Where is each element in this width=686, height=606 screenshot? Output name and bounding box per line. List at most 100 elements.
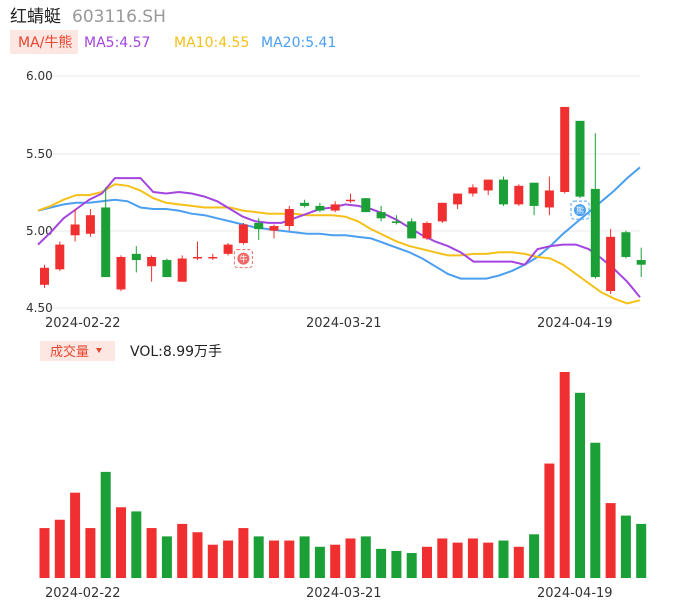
candle bbox=[193, 241, 202, 261]
candle bbox=[636, 247, 646, 278]
price-grid bbox=[38, 75, 640, 309]
bear-icon: 熊 bbox=[570, 200, 590, 220]
candle bbox=[361, 198, 371, 213]
x-tick-label: 2024-04-19 bbox=[537, 586, 613, 601]
volume-bar bbox=[223, 540, 234, 578]
volume-bar bbox=[116, 507, 126, 578]
volume-bar bbox=[100, 471, 111, 578]
volume-bar bbox=[192, 532, 203, 578]
volume-bar bbox=[39, 528, 50, 578]
volume-tag-bg[interactable] bbox=[40, 341, 115, 361]
candle bbox=[238, 222, 248, 245]
candle bbox=[422, 221, 432, 240]
ma20-line bbox=[37, 166, 641, 280]
volume-bar bbox=[54, 519, 65, 578]
candle bbox=[116, 255, 126, 291]
candle-body bbox=[330, 204, 340, 211]
x-tick-label: 2024-03-21 bbox=[306, 586, 382, 601]
candle-body bbox=[499, 179, 508, 205]
candle bbox=[70, 209, 80, 242]
ma-tag-bg[interactable] bbox=[10, 30, 78, 54]
volume-bar bbox=[299, 536, 310, 578]
volume-bar bbox=[177, 523, 188, 578]
candle bbox=[55, 241, 65, 271]
candle bbox=[315, 202, 325, 213]
volume-bar bbox=[513, 546, 524, 578]
volume-bar bbox=[620, 515, 631, 578]
volume-bar bbox=[498, 540, 509, 578]
candle-body bbox=[131, 253, 141, 261]
ma5-legend: MA5:4.57 bbox=[84, 35, 150, 51]
ma-tag-label[interactable]: MA/牛熊 bbox=[18, 35, 72, 51]
candle-body bbox=[407, 221, 417, 239]
x-tick-label: 2024-04-19 bbox=[537, 316, 613, 331]
candle-body bbox=[560, 106, 570, 192]
candle-body bbox=[621, 232, 631, 257]
ma10-legend: MA10:4.55 bbox=[174, 35, 249, 51]
candle-body bbox=[361, 198, 371, 213]
candle-body bbox=[453, 193, 463, 205]
volume-bar bbox=[575, 392, 585, 578]
volume-bar bbox=[269, 540, 279, 578]
candle bbox=[223, 243, 233, 256]
candle-body bbox=[254, 222, 264, 230]
candle-body bbox=[70, 224, 80, 236]
candle bbox=[575, 120, 585, 199]
candle-body bbox=[40, 267, 49, 285]
candle-body bbox=[162, 260, 172, 278]
volume-bar bbox=[284, 540, 295, 578]
candle bbox=[177, 255, 187, 282]
candle bbox=[544, 176, 554, 216]
volume-bar bbox=[437, 538, 448, 578]
volume-tag-label[interactable]: 成交量 bbox=[50, 344, 89, 360]
candle-body bbox=[208, 256, 218, 259]
candle-body bbox=[437, 202, 447, 222]
y-tick-label: 6.00 bbox=[26, 69, 53, 83]
volume-bar bbox=[330, 544, 341, 578]
candle-body bbox=[544, 190, 554, 208]
price-axis: 6.00 5.50 5.00 4.50 bbox=[26, 69, 53, 315]
y-tick-label: 4.50 bbox=[26, 301, 53, 315]
candle-body bbox=[85, 215, 95, 234]
volume-bar bbox=[483, 542, 494, 578]
candle-body bbox=[116, 256, 126, 290]
candle bbox=[437, 202, 447, 223]
stock-name: 红蜻蜓 bbox=[10, 7, 61, 27]
candle bbox=[346, 193, 355, 203]
y-tick-label: 5.00 bbox=[26, 224, 53, 238]
ma10-line bbox=[37, 183, 641, 305]
bull-icon: 牛 bbox=[233, 249, 253, 269]
dropdown-icon[interactable] bbox=[96, 348, 102, 353]
volume-bar bbox=[590, 442, 601, 578]
volume-bar bbox=[360, 536, 371, 578]
signal-markers: 牛熊 bbox=[233, 200, 590, 269]
candle-body bbox=[101, 207, 111, 278]
volume-bar bbox=[559, 372, 570, 578]
candle bbox=[606, 229, 616, 295]
candle bbox=[621, 230, 631, 259]
volume-bar bbox=[391, 550, 402, 578]
x-tick-label: 2024-02-22 bbox=[45, 586, 121, 601]
candle bbox=[514, 184, 524, 206]
volume-bar bbox=[70, 492, 81, 578]
x-tick-label: 2024-02-22 bbox=[45, 316, 121, 331]
candle-body bbox=[529, 182, 539, 206]
candle-body bbox=[284, 209, 294, 227]
candle bbox=[269, 224, 279, 239]
volume-bar bbox=[131, 511, 142, 578]
volume-bar bbox=[85, 528, 96, 578]
volume-bar bbox=[544, 463, 555, 578]
candle bbox=[40, 264, 49, 288]
volume-bar bbox=[314, 546, 325, 578]
volume-bar bbox=[238, 528, 249, 578]
candle-body bbox=[55, 244, 65, 270]
candle-body bbox=[483, 179, 493, 191]
candle bbox=[300, 199, 310, 208]
candle-body bbox=[636, 260, 646, 265]
candle-body bbox=[238, 224, 248, 244]
candle bbox=[284, 205, 294, 231]
svg-text:牛: 牛 bbox=[239, 254, 247, 264]
candle-body bbox=[376, 212, 386, 219]
volume-bar bbox=[467, 538, 478, 578]
